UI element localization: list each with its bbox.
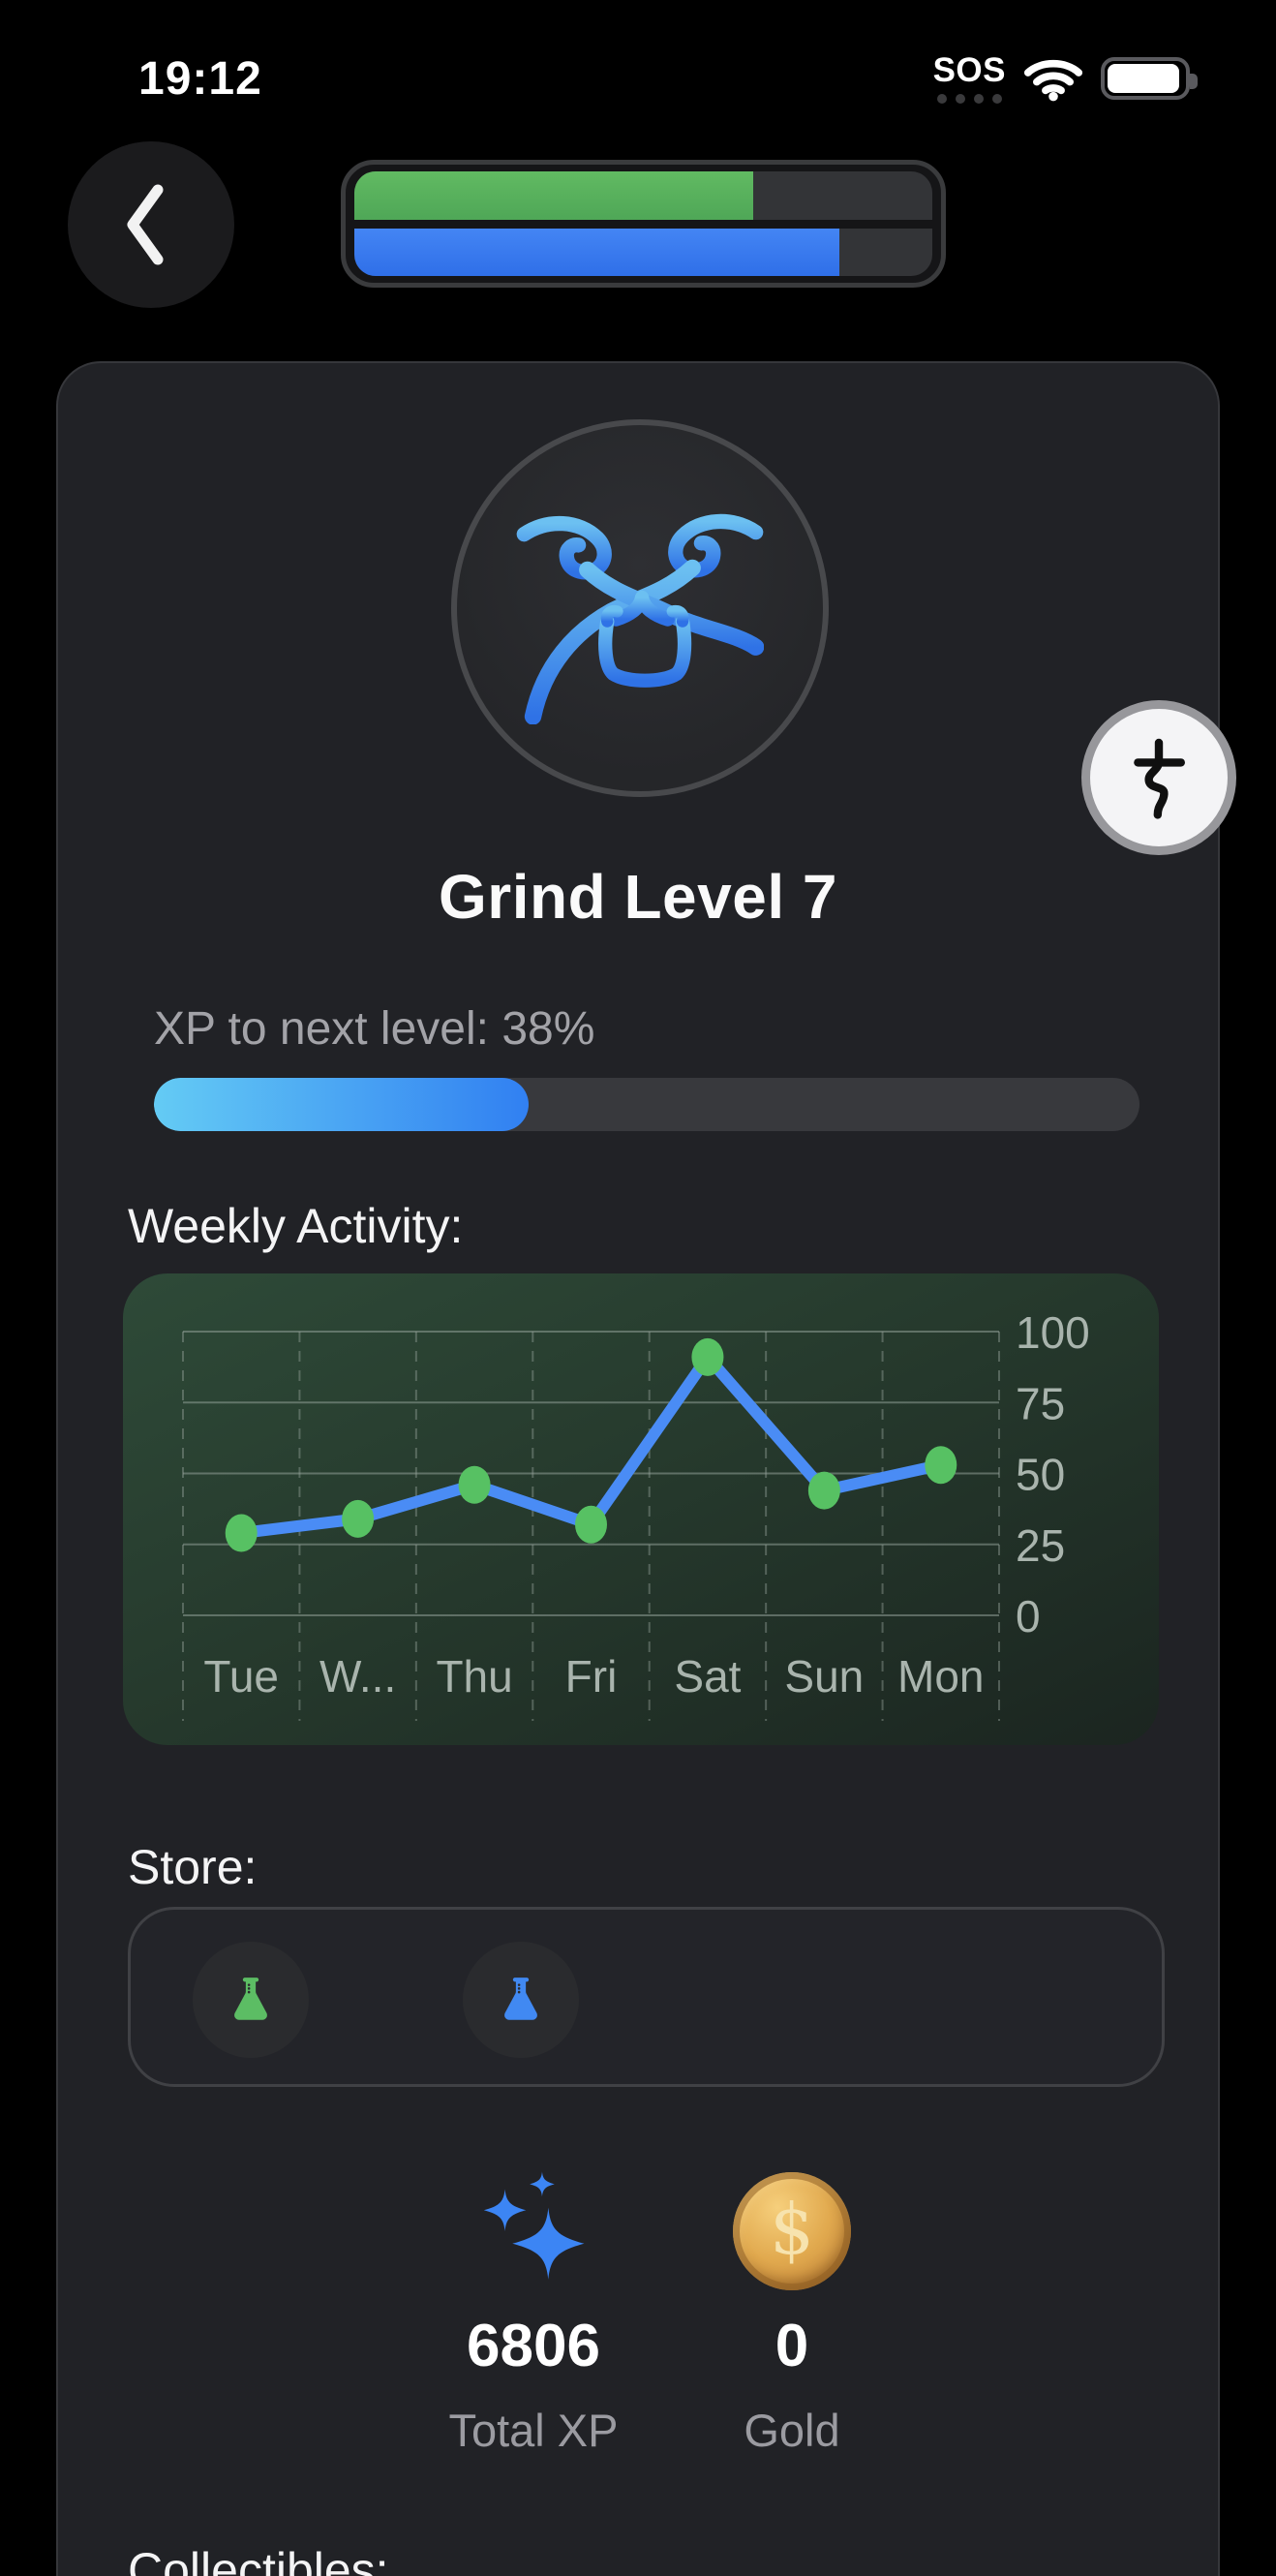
signal-dots-icon	[936, 94, 1002, 104]
battery-fill	[1108, 64, 1179, 93]
gold-stat: $ 0 Gold	[647, 2168, 937, 2457]
x-tick-label: Sun	[784, 1651, 864, 1702]
green-potion-button[interactable]	[193, 1942, 309, 2058]
level-title: Grind Level 7	[439, 862, 837, 932]
blue-progress-track	[354, 228, 932, 276]
gold-label: Gold	[744, 2405, 840, 2456]
avatar-badge	[1081, 700, 1236, 855]
x-tick-label: Sat	[674, 1651, 741, 1702]
collectibles-heading: Collectibles:	[128, 2543, 389, 2576]
xp-progress-fill	[154, 1078, 529, 1131]
blue-progress-fill	[354, 228, 840, 276]
y-tick-label: 0	[1016, 1591, 1041, 1641]
avatar-seal-glyph-icon	[516, 507, 764, 724]
avatar	[451, 419, 1236, 855]
x-tick-label: Thu	[436, 1651, 512, 1702]
green-progress-track	[354, 171, 932, 220]
weekly-activity-heading: Weekly Activity:	[128, 1199, 464, 1253]
battery-nub	[1190, 74, 1198, 89]
data-point	[575, 1505, 607, 1544]
sparkles-icon	[471, 2168, 595, 2294]
activity-line-chart: 0 25 50 75 100 Tue W... Thu Fri Sat Sun Mon	[182, 1307, 1090, 1721]
activity-chart-panel: 0 25 50 75 100 Tue W... Thu Fri Sat Sun Mon	[123, 1273, 1159, 1745]
x-tick-label: W...	[319, 1651, 396, 1702]
gold-value: 0	[775, 2313, 809, 2379]
total-xp-value: 6806	[467, 2313, 600, 2379]
y-tick-label: 100	[1016, 1307, 1090, 1358]
x-tick-label: Mon	[897, 1651, 984, 1702]
green-progress-fill	[354, 171, 753, 220]
back-button[interactable]	[68, 141, 234, 308]
total-xp-label: Total XP	[448, 2405, 619, 2456]
data-point	[691, 1337, 724, 1376]
store-heading: Store:	[128, 1840, 258, 1894]
x-tick-label: Tue	[203, 1651, 279, 1702]
status-time: 19:12	[138, 53, 262, 105]
blue-flask-icon	[504, 1978, 537, 2020]
badge-seal-glyph-icon	[1134, 738, 1185, 819]
total-xp-stat: 6806 Total XP	[388, 2168, 679, 2457]
data-point	[807, 1471, 840, 1510]
green-flask-icon	[234, 1978, 267, 2020]
xp-progress-bar	[154, 1078, 1139, 1131]
x-tick-label: Fri	[565, 1651, 618, 1702]
y-tick-label: 25	[1016, 1520, 1065, 1571]
y-tick-label: 50	[1016, 1450, 1065, 1500]
data-point	[925, 1446, 957, 1485]
profile-card: Grind Level 7 XP to next level: 38% Week…	[56, 361, 1236, 2576]
y-tick-label: 75	[1016, 1378, 1065, 1428]
battery-icon	[1101, 57, 1198, 100]
gold-coin-icon: $	[733, 2172, 851, 2290]
dual-progress-indicator	[341, 160, 946, 288]
blue-potion-button[interactable]	[463, 1942, 579, 2058]
data-point	[342, 1499, 375, 1538]
carrier-label: SOS	[932, 51, 1006, 89]
data-point	[225, 1514, 258, 1552]
carrier-indicator: SOS	[933, 53, 1006, 104]
status-icons: SOS	[933, 50, 1200, 107]
wifi-icon	[1023, 59, 1083, 102]
dual-progress-tracks	[354, 171, 932, 276]
xp-label: XP to next level: 38%	[154, 1003, 595, 1055]
data-point	[458, 1465, 491, 1504]
chevron-left-icon	[127, 184, 164, 265]
dollar-symbol: $	[770, 2189, 814, 2270]
store-panel	[128, 1907, 1165, 2087]
